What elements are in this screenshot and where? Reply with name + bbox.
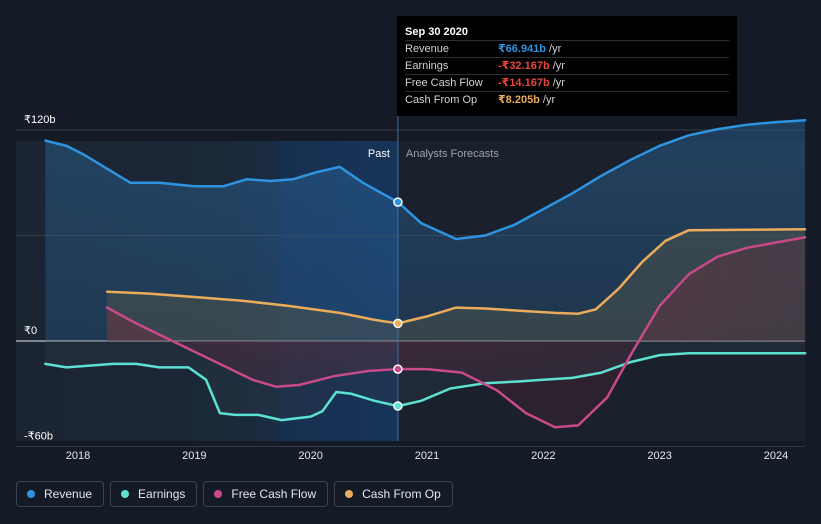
tooltip-label: Free Cash Flow: [405, 77, 483, 89]
past-label: Past: [368, 148, 390, 160]
legend-label: Cash From Op: [362, 487, 441, 501]
x-tick-label: 2019: [182, 450, 206, 462]
earnings-line: [44, 352, 807, 422]
tooltip-row-cash-from-op: Cash From Op ₹8.205b /yr: [405, 91, 729, 108]
tooltip-unit: /yr: [552, 77, 565, 89]
revenue-marker: [393, 197, 403, 207]
tooltip-unit: /yr: [552, 60, 565, 72]
x-tick-label: 2024: [764, 450, 788, 462]
axis-labels: ₹120b ₹0 -₹60b 2018 2019 2020 2021 2022 2023 2024…: [24, 114, 788, 462]
tooltip-value: ₹8.205b: [498, 94, 540, 106]
x-tick-label: 2023: [647, 450, 671, 462]
x-tick-label: 2022: [531, 450, 555, 462]
legend-item-earnings[interactable]: Earnings: [110, 481, 198, 507]
tooltip-value: -₹32.167b: [498, 60, 550, 72]
tooltip-label: Revenue: [405, 43, 450, 55]
revenue-area: [45, 120, 806, 341]
tooltip-row-earnings: Earnings -₹32.167b /yr: [405, 57, 729, 74]
earnings-marker: [393, 401, 403, 411]
series-areas: [45, 120, 806, 428]
tooltip: Sep 30 2020 Revenue ₹66.941b /yr Earning…: [397, 16, 737, 116]
tooltip-unit: /yr: [549, 43, 562, 55]
earnings-dot-icon: [121, 490, 130, 498]
forecast-label: Analysts Forecasts: [406, 148, 499, 160]
y-tick-label: ₹120b: [24, 114, 55, 126]
cash-from-op-marker: [393, 318, 403, 329]
legend-item-revenue[interactable]: Revenue: [16, 481, 105, 507]
free-cash-flow-area: [107, 237, 806, 428]
legend-item-free-cash-flow[interactable]: Free Cash Flow: [203, 481, 329, 507]
tooltip-label: Cash From Op: [405, 94, 478, 106]
legend: Revenue Earnings Free Cash Flow Cash Fro…: [16, 481, 453, 507]
x-tick-label: 2018: [66, 450, 90, 462]
legend-item-cash-from-op[interactable]: Cash From Op: [334, 481, 453, 507]
tooltip-unit: /yr: [542, 94, 556, 106]
y-tick-label: -₹60b: [24, 431, 53, 443]
cash-from-op-line: [105, 228, 807, 325]
cash-from-op-area: [107, 229, 806, 341]
x-tick-label: 2021: [415, 450, 439, 462]
legend-label: Earnings: [138, 487, 186, 501]
tooltip-row-free-cash-flow: Free Cash Flow -₹14.167b /yr: [405, 74, 729, 91]
cash-from-op-dot-icon: [345, 490, 354, 498]
tooltip-label: Earnings: [405, 60, 449, 72]
free-cash-flow-line: [105, 236, 807, 429]
legend-label: Revenue: [44, 487, 93, 501]
revenue-dot-icon: [27, 490, 35, 498]
tooltip-date: Sep 30 2020: [405, 26, 468, 38]
free-cash-flow-dot-icon: [214, 490, 223, 498]
legend-label: Free Cash Flow: [231, 487, 317, 501]
x-tick-label: 2020: [298, 450, 322, 462]
y-tick-label: ₹0: [24, 325, 37, 337]
tooltip-row-revenue: Revenue ₹66.941b /yr: [405, 40, 729, 57]
earnings-area: [45, 341, 806, 421]
free-cash-flow-marker: [393, 364, 403, 374]
tooltip-value: -₹14.167b: [498, 77, 550, 89]
highlight-markers: [393, 197, 403, 411]
tooltip-value: ₹66.941b: [498, 43, 547, 55]
